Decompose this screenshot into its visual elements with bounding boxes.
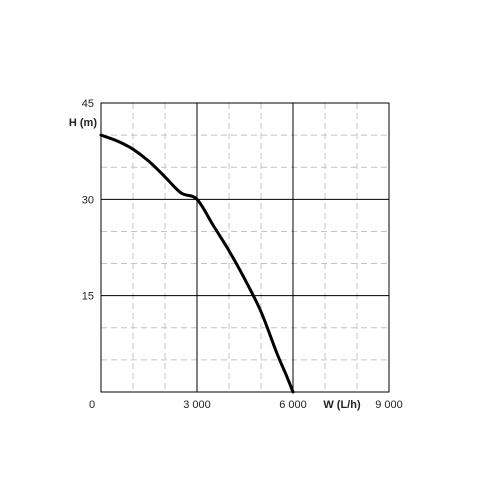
x-tick-label: 3 000 — [183, 399, 211, 411]
y-axis-ticks: 15 30 45 — [82, 98, 94, 303]
x-axis-label: W (L/h) — [323, 399, 361, 411]
series-curve — [99, 133, 295, 394]
y-axis-label: H (m) — [69, 117, 97, 129]
x-axis-ticks: 0 3 000 6 000 9 000 — [89, 399, 403, 411]
y-tick-label: 45 — [82, 98, 94, 110]
minor-grid — [101, 103, 389, 392]
plot-frame — [100, 102, 390, 393]
x-tick-label: 6 000 — [279, 399, 307, 411]
major-grid — [101, 103, 389, 392]
y-tick-label: 15 — [82, 291, 94, 303]
y-tick-label: 30 — [82, 194, 94, 206]
x-tick-label: 9 000 — [375, 399, 403, 411]
x-tick-label: 0 — [89, 399, 95, 411]
